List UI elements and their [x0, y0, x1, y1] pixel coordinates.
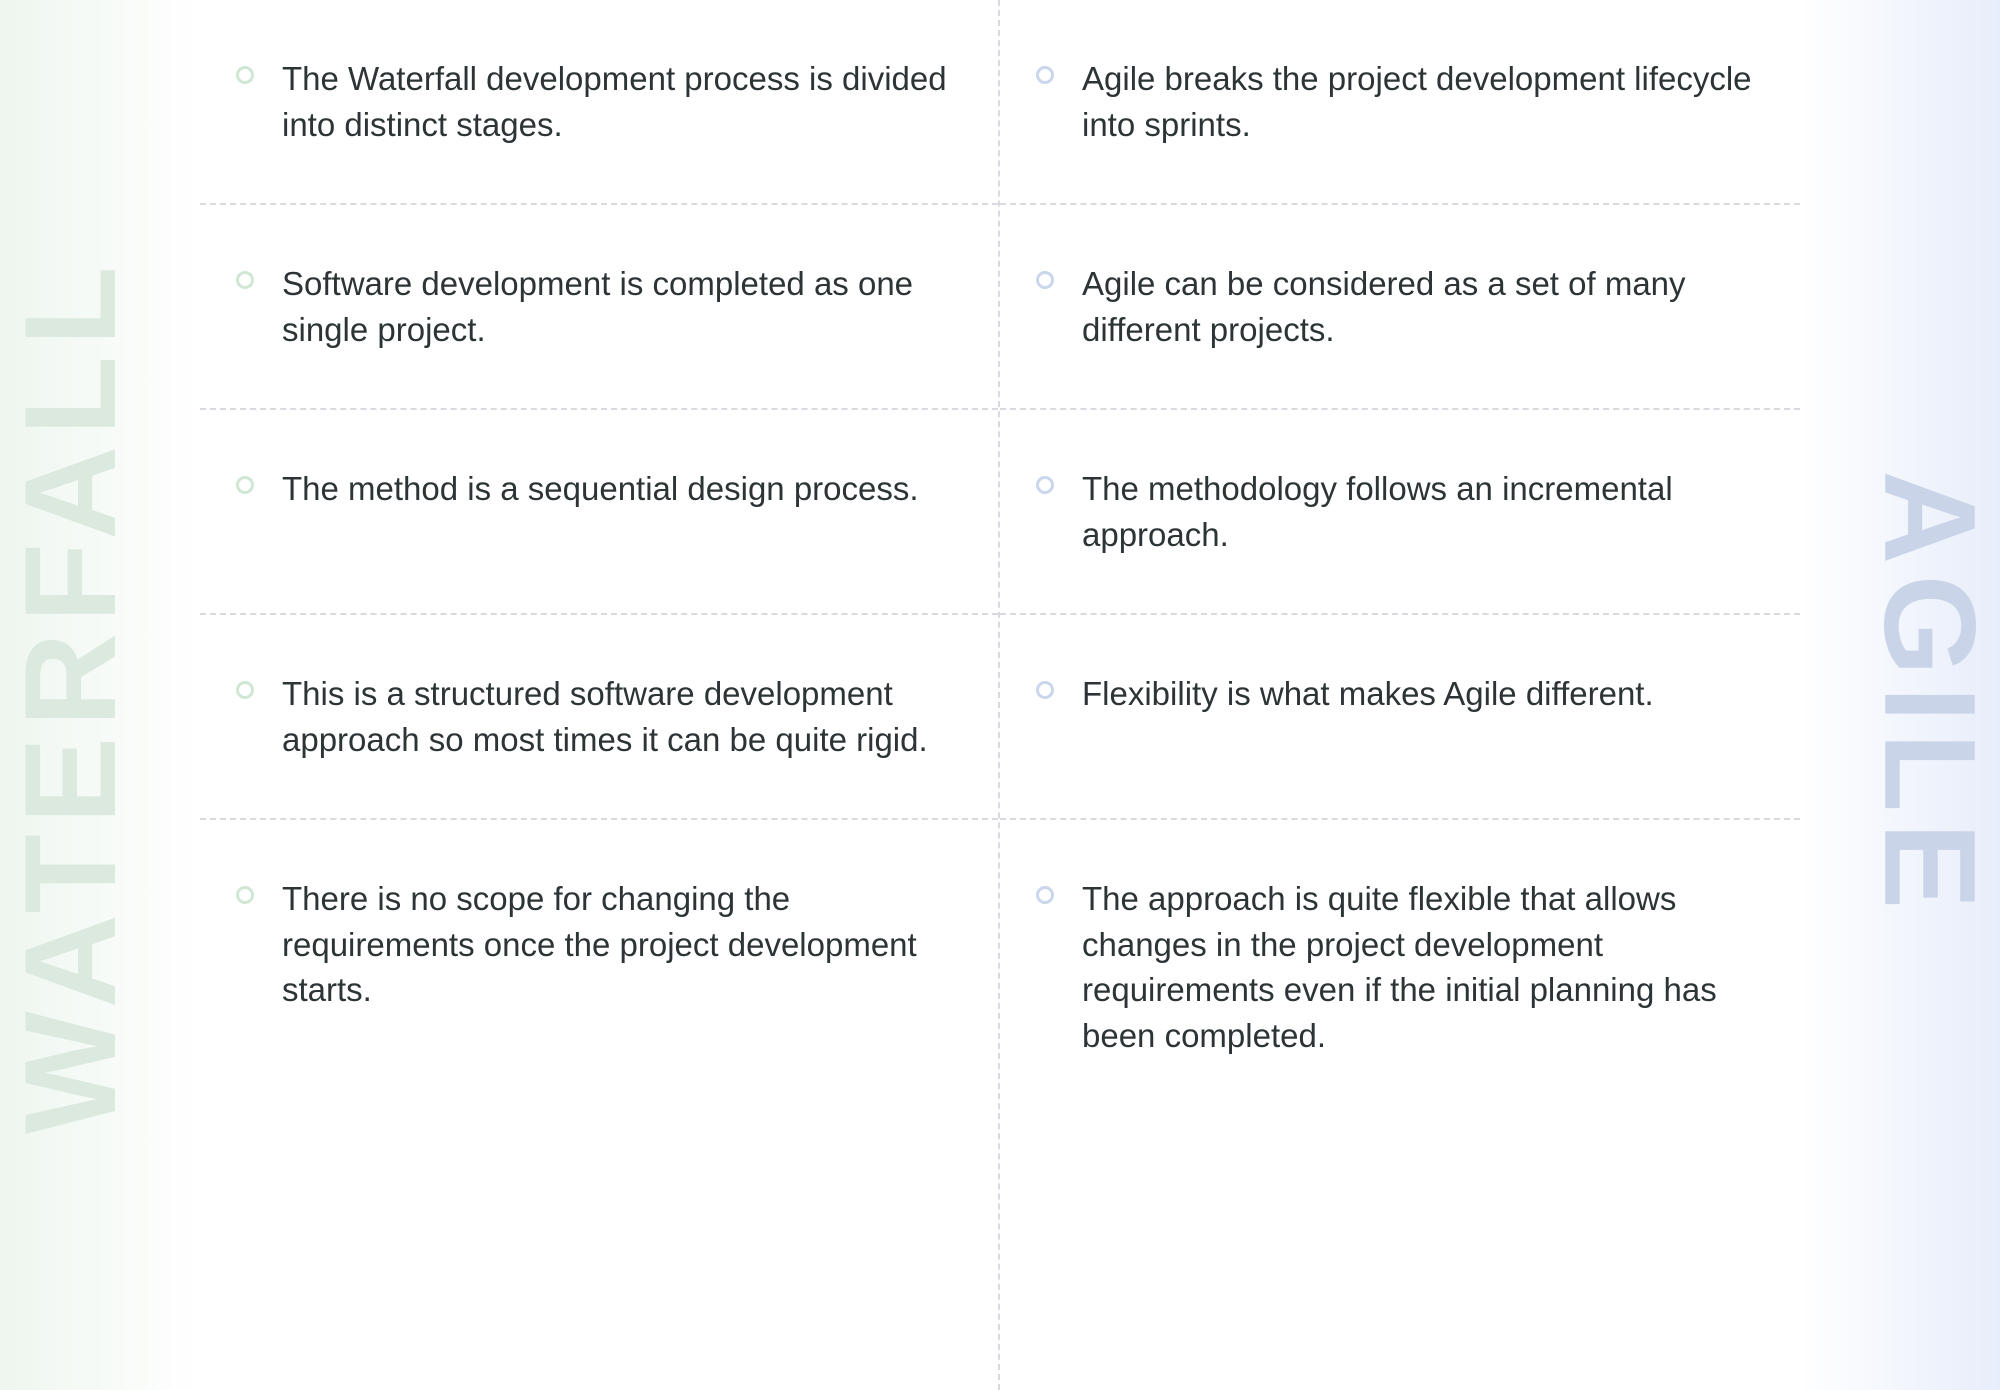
bullet-icon — [1036, 681, 1054, 699]
bullet-icon — [1036, 476, 1054, 494]
waterfall-point-4: This is a structured software developmen… — [282, 671, 954, 762]
bullet-icon — [236, 66, 254, 84]
bullet-icon — [236, 681, 254, 699]
bullet-icon — [1036, 66, 1054, 84]
agile-column: Agile breaks the project development lif… — [1000, 0, 1800, 1390]
waterfall-point-1: The Waterfall development process is div… — [282, 56, 954, 147]
agile-point-5: The approach is quite flexible that allo… — [1082, 876, 1756, 1058]
agile-side-label: AGILE — [1855, 246, 2000, 695]
table-row: Software development is completed as one… — [200, 205, 998, 410]
comparison-table: The Waterfall development process is div… — [200, 0, 1800, 1390]
waterfall-column: The Waterfall development process is div… — [200, 0, 1000, 1390]
bullet-icon — [236, 271, 254, 289]
agile-point-2: Agile can be considered as a set of many… — [1082, 261, 1756, 352]
table-row: The method is a sequential design proces… — [200, 410, 998, 615]
agile-point-4: Flexibility is what makes Agile differen… — [1082, 671, 1756, 717]
waterfall-point-3: The method is a sequential design proces… — [282, 466, 954, 512]
agile-label-text: AGILE — [1855, 470, 2000, 919]
waterfall-point-2: Software development is completed as one… — [282, 261, 954, 352]
waterfall-label-text: WATERFALL — [0, 256, 145, 1134]
table-row: The approach is quite flexible that allo… — [1000, 820, 1800, 1114]
agile-point-3: The methodology follows an incremental a… — [1082, 466, 1756, 557]
table-row: Flexibility is what makes Agile differen… — [1000, 615, 1800, 820]
bullet-icon — [236, 476, 254, 494]
bullet-icon — [1036, 886, 1054, 904]
table-row: The Waterfall development process is div… — [200, 0, 998, 205]
waterfall-point-5: There is no scope for changing the requi… — [282, 876, 954, 1013]
table-row: There is no scope for changing the requi… — [200, 820, 998, 1114]
table-row: This is a structured software developmen… — [200, 615, 998, 820]
bullet-icon — [236, 886, 254, 904]
table-row: Agile breaks the project development lif… — [1000, 0, 1800, 205]
comparison-infographic: WATERFALL AGILE The Waterfall developmen… — [0, 0, 2000, 1390]
agile-point-1: Agile breaks the project development lif… — [1082, 56, 1756, 147]
table-row: Agile can be considered as a set of many… — [1000, 205, 1800, 410]
waterfall-side-label: WATERFALL — [0, 0, 145, 695]
bullet-icon — [1036, 271, 1054, 289]
table-row: The methodology follows an incremental a… — [1000, 410, 1800, 615]
